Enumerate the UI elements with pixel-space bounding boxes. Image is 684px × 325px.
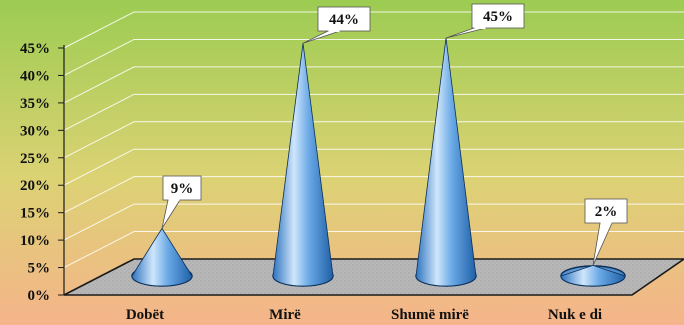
gridline xyxy=(63,231,684,269)
y-tick-label: 40% xyxy=(20,68,50,84)
data-label-leader-cover xyxy=(600,221,612,224)
cone-series xyxy=(131,37,626,287)
data-label: 44% xyxy=(329,12,359,28)
y-tick-label: 35% xyxy=(20,96,50,112)
gridline xyxy=(63,176,684,214)
data-label-box xyxy=(584,198,628,224)
x-axis-categories: Dobët Mirë Shumë mirë Nuk e di xyxy=(126,307,602,323)
y-tick-label: 25% xyxy=(20,151,50,167)
gridline xyxy=(63,203,684,241)
x-category-label: Dobët xyxy=(126,307,164,323)
cone-bar xyxy=(560,265,626,287)
y-tick-label: 10% xyxy=(20,233,50,249)
y-tick-label: 5% xyxy=(28,261,51,277)
gridline xyxy=(63,38,684,76)
cone-bar xyxy=(131,227,193,287)
data-label-box xyxy=(162,175,202,201)
data-label: 45% xyxy=(483,9,513,25)
data-label-leader-cover xyxy=(474,26,486,29)
y-tick-label: 0% xyxy=(28,288,51,304)
gridline xyxy=(63,66,684,104)
cone-bar xyxy=(272,43,334,287)
gridline xyxy=(63,148,684,186)
data-labels: 9% 44% 45% 2% xyxy=(161,3,628,266)
y-tick-label: 30% xyxy=(20,123,50,139)
x-category-label: Mirë xyxy=(269,307,301,323)
data-label-box xyxy=(317,6,371,32)
y-tick-label: 20% xyxy=(20,178,50,194)
gridline xyxy=(63,93,684,131)
y-tick-label: 45% xyxy=(20,41,50,57)
y-axis-ticks: 0% 5% 10% 15% 20% 25% 30% 35% 40% 45% xyxy=(20,41,64,304)
gridlines xyxy=(63,11,684,269)
data-label: 9% xyxy=(171,181,194,197)
y-tick-label: 15% xyxy=(20,206,50,222)
data-label-leader-cover xyxy=(328,29,340,32)
x-category-label: Shumë mirë xyxy=(391,307,469,323)
data-label-box xyxy=(471,3,525,29)
chart-floor xyxy=(63,258,684,296)
data-label-leader-cover xyxy=(168,198,180,201)
x-category-label: Nuk e di xyxy=(548,307,602,323)
gridline xyxy=(63,121,684,159)
data-label: 2% xyxy=(595,204,618,220)
cone-bar xyxy=(415,37,477,287)
